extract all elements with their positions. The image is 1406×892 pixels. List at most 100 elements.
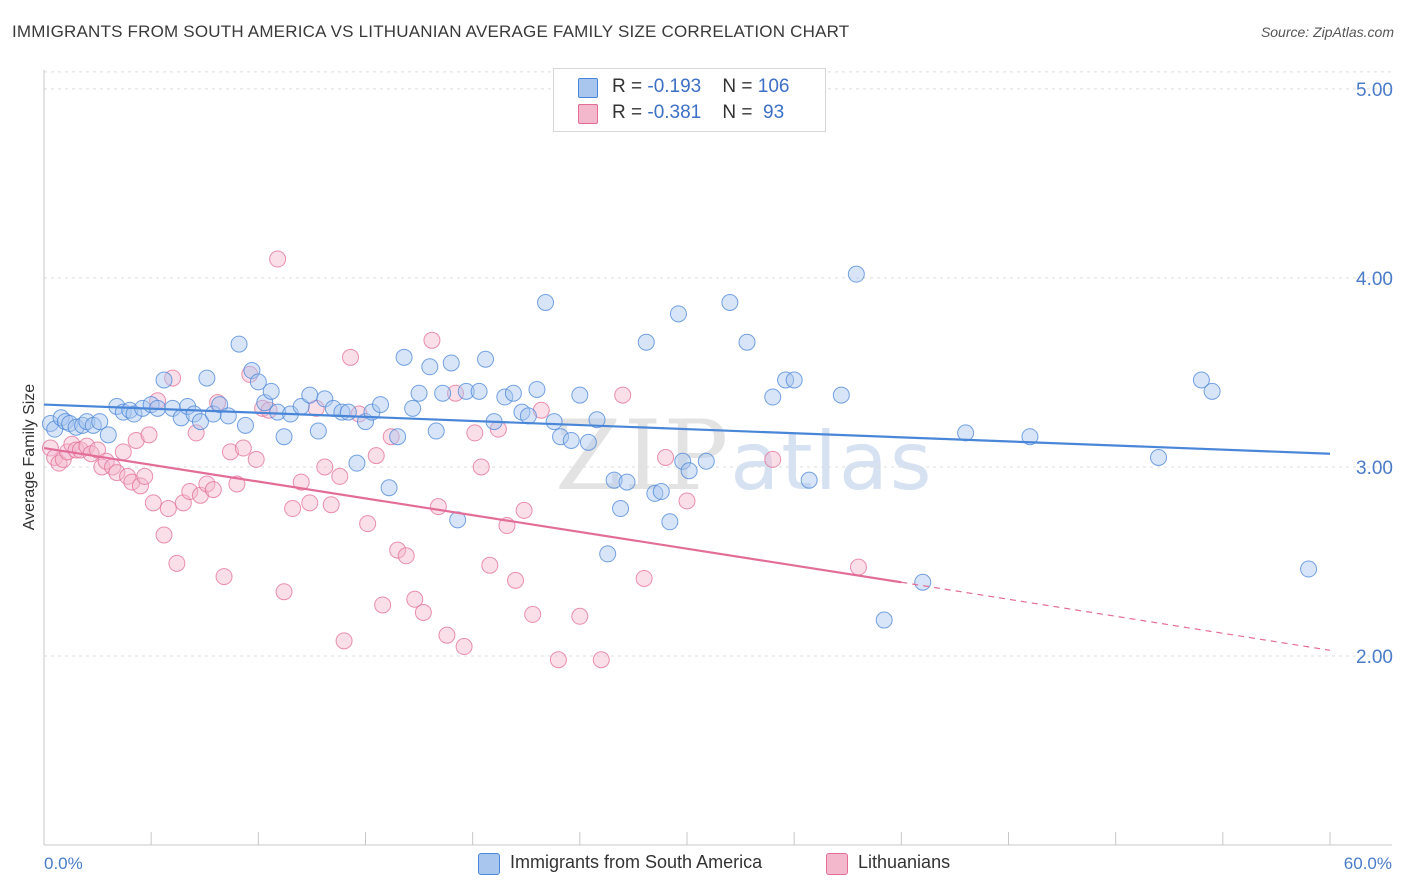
data-point-lithuanians bbox=[335, 632, 353, 650]
series-lithuanians bbox=[41, 250, 867, 669]
data-point-lithuanians bbox=[181, 483, 199, 501]
bottom-legend-label: Lithuanians bbox=[858, 852, 951, 872]
data-point-south-america bbox=[442, 354, 460, 372]
data-point-lithuanians bbox=[221, 443, 239, 461]
data-point-south-america bbox=[537, 294, 555, 311]
data-point-lithuanians bbox=[455, 638, 473, 656]
data-point-south-america bbox=[496, 388, 514, 406]
data-point-south-america bbox=[91, 413, 109, 431]
y-tick-label: 2.00 bbox=[1356, 647, 1393, 668]
data-point-lithuanians bbox=[275, 583, 293, 601]
data-point-south-america bbox=[552, 428, 570, 446]
data-point-lithuanians bbox=[215, 568, 233, 586]
data-point-south-america bbox=[275, 428, 293, 446]
data-point-lithuanians bbox=[429, 498, 447, 516]
data-point-lithuanians bbox=[447, 384, 465, 402]
data-point-south-america bbox=[646, 484, 664, 502]
n-label: N = bbox=[722, 76, 758, 97]
data-point-south-america bbox=[914, 573, 932, 591]
data-point-lithuanians bbox=[127, 431, 145, 449]
data-point-lithuanians bbox=[406, 590, 424, 608]
correlation-legend: R = -0.193 N = 106 R = -0.381 N = 93 bbox=[553, 68, 826, 132]
data-point-south-america bbox=[198, 369, 216, 387]
data-point-lithuanians bbox=[481, 556, 499, 574]
data-point-lithuanians bbox=[140, 426, 158, 444]
data-point-south-america bbox=[800, 471, 818, 489]
data-point-south-america bbox=[389, 428, 407, 446]
data-point-south-america bbox=[721, 294, 739, 311]
data-point-lithuanians bbox=[247, 450, 265, 468]
trendline-south-america bbox=[43, 403, 1331, 455]
y-tick-label: 3.00 bbox=[1356, 458, 1393, 479]
n-value: 106 bbox=[757, 76, 790, 97]
data-point-south-america bbox=[1192, 371, 1210, 389]
data-point-lithuanians bbox=[187, 424, 205, 442]
data-point-lithuanians bbox=[284, 500, 302, 518]
data-point-south-america bbox=[599, 545, 617, 563]
n-label: N = bbox=[722, 102, 758, 123]
data-point-lithuanians bbox=[331, 467, 349, 485]
data-point-south-america bbox=[612, 500, 630, 518]
data-point-south-america bbox=[1021, 428, 1039, 446]
data-point-south-america bbox=[339, 403, 357, 421]
data-point-lithuanians bbox=[614, 386, 632, 404]
trend-lines bbox=[43, 403, 1331, 651]
data-point-south-america bbox=[380, 479, 398, 497]
data-point-lithuanians bbox=[592, 651, 610, 669]
r-value: -0.381 bbox=[647, 102, 702, 123]
data-point-lithuanians bbox=[168, 554, 186, 572]
data-point-lithuanians bbox=[524, 605, 542, 623]
data-point-lithuanians bbox=[678, 492, 696, 510]
bottom-legend-swatch-pink bbox=[826, 853, 848, 875]
legend-swatch-pink bbox=[578, 104, 598, 124]
data-point-south-america bbox=[785, 371, 803, 389]
data-point-south-america bbox=[579, 433, 597, 451]
data-point-lithuanians bbox=[374, 596, 392, 614]
data-point-south-america bbox=[457, 382, 475, 400]
data-point-lithuanians bbox=[316, 458, 334, 476]
data-point-lithuanians bbox=[414, 604, 432, 621]
data-point-south-america bbox=[519, 407, 537, 425]
data-point-south-america bbox=[249, 373, 267, 391]
y-tick-labels: 2.00 3.00 4.00 5.00 bbox=[1356, 80, 1393, 668]
data-point-lithuanians bbox=[89, 441, 107, 459]
data-point-south-america bbox=[697, 452, 715, 470]
data-point-lithuanians bbox=[397, 547, 415, 565]
data-point-lithuanians bbox=[635, 569, 653, 587]
data-point-lithuanians bbox=[123, 473, 141, 491]
bottom-legend-swatch-blue bbox=[478, 853, 500, 875]
data-point-south-america bbox=[410, 384, 428, 402]
data-point-south-america bbox=[847, 265, 865, 283]
bottom-legend-label: Immigrants from South America bbox=[510, 852, 763, 872]
data-point-lithuanians bbox=[466, 424, 484, 442]
trendline-lithuanians-projection bbox=[901, 581, 1331, 651]
data-point-south-america bbox=[236, 416, 254, 434]
data-point-lithuanians bbox=[382, 428, 400, 446]
data-point-lithuanians bbox=[549, 651, 567, 669]
trendline-lithuanians bbox=[43, 446, 902, 584]
data-point-lithuanians bbox=[131, 477, 149, 495]
data-point-south-america bbox=[669, 305, 687, 323]
data-point-lithuanians bbox=[322, 496, 340, 514]
data-point-south-america bbox=[875, 611, 893, 629]
x-tick-label-max: 60.0% bbox=[1344, 854, 1392, 873]
legend-text: R = -0.381 N = 93 bbox=[612, 102, 784, 124]
y-tick-label: 5.00 bbox=[1356, 80, 1393, 101]
data-point-south-america bbox=[470, 382, 488, 400]
data-point-south-america bbox=[155, 371, 173, 389]
chart-title: IMMIGRANTS FROM SOUTH AMERICA VS LITHUAN… bbox=[12, 22, 850, 41]
watermark-zip: ZIP bbox=[555, 400, 731, 512]
grid-lines bbox=[44, 71, 1392, 657]
data-point-south-america bbox=[637, 333, 655, 351]
data-point-lithuanians bbox=[657, 449, 675, 466]
data-point-south-america bbox=[1203, 382, 1221, 400]
data-point-lithuanians bbox=[114, 443, 132, 461]
data-point-south-america bbox=[562, 431, 580, 449]
data-point-south-america bbox=[1150, 449, 1168, 466]
data-point-lithuanians bbox=[367, 447, 385, 465]
data-point-lithuanians bbox=[159, 500, 177, 518]
data-point-lithuanians bbox=[136, 467, 154, 485]
data-point-south-america bbox=[211, 396, 229, 414]
data-point-south-america bbox=[99, 426, 117, 444]
data-point-lithuanians bbox=[359, 515, 377, 533]
